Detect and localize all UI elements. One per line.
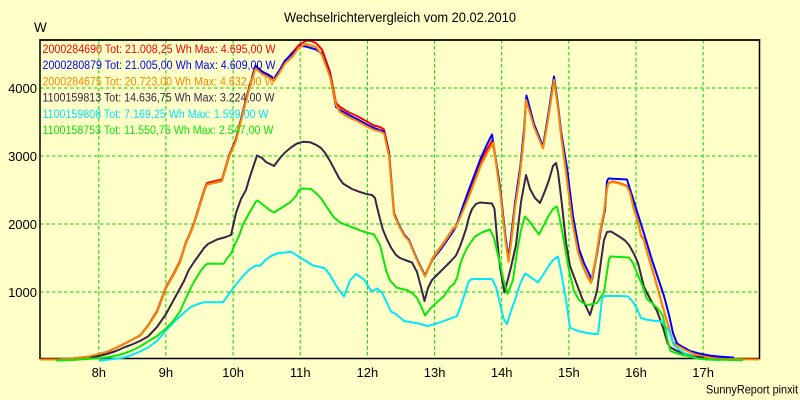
svg-text:3000: 3000 [8,149,37,164]
svg-text:8h: 8h [92,365,106,380]
svg-text:W: W [34,20,47,35]
svg-text:15h: 15h [558,365,580,380]
svg-text:2000: 2000 [8,217,37,232]
svg-text:10h: 10h [222,365,244,380]
svg-text:Wechselrichtervergleich vom 20: Wechselrichtervergleich vom 20.02.2010 [284,10,516,25]
svg-text:1100159808 Tot: 7.169,25 Wh Ma: 1100159808 Tot: 7.169,25 Wh Max: 1.599,0… [43,109,269,121]
svg-text:1100159813 Tot: 14.636,75 Wh M: 1100159813 Tot: 14.636,75 Wh Max: 3.224,… [43,93,275,105]
svg-text:16h: 16h [625,365,647,380]
svg-text:12h: 12h [357,365,379,380]
svg-text:9h: 9h [159,365,173,380]
svg-text:4000: 4000 [8,81,37,96]
svg-text:14h: 14h [491,365,513,380]
svg-text:1000: 1000 [8,285,37,300]
svg-text:11h: 11h [290,365,311,380]
svg-text:SunnyReport pinxit: SunnyReport pinxit [706,383,799,397]
svg-text:2000284675 Tot: 20.723,00 Wh M: 2000284675 Tot: 20.723,00 Wh Max: 4.632,… [43,76,275,88]
svg-text:1100158753 Tot: 11.550,75 Wh M: 1100158753 Tot: 11.550,75 Wh Max: 2.547,… [43,125,274,137]
svg-text:2000284690 Tot: 21.008,25 Wh M: 2000284690 Tot: 21.008,25 Wh Max: 4.695,… [43,44,276,56]
svg-text:2000280879 Tot: 21.005,00 Wh M: 2000280879 Tot: 21.005,00 Wh Max: 4.609,… [43,60,276,72]
svg-text:17h: 17h [692,365,714,380]
svg-text:13h: 13h [424,365,446,380]
